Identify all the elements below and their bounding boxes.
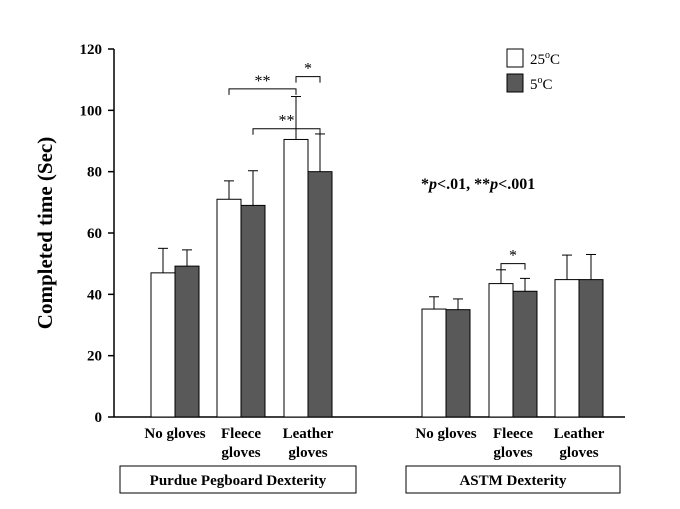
bar-warm — [216, 198, 242, 418]
bar-cold — [174, 265, 200, 418]
bar-warm — [554, 279, 580, 418]
legend-swatch — [506, 73, 524, 93]
group-label-box — [119, 465, 357, 494]
category-label: gloves — [493, 445, 532, 461]
group-label-box — [405, 465, 621, 494]
category-label: No gloves — [144, 426, 205, 442]
y-tick-label: 40 — [87, 287, 102, 303]
y-tick-label: 120 — [80, 42, 103, 58]
legend-label: 5oC — [530, 75, 553, 93]
category-label: gloves — [221, 445, 260, 461]
significance-marker: * — [509, 248, 517, 265]
significance-marker: * — [304, 61, 312, 78]
bar-cold — [307, 171, 333, 418]
legend-label: 25oC — [530, 50, 560, 68]
significance-marker: ** — [279, 113, 295, 130]
category-label: Fleece — [221, 426, 261, 442]
significance-bracket — [252, 128, 321, 135]
bar-cold — [445, 309, 471, 418]
significance-bracket — [228, 88, 297, 95]
significance-note: *p<.01, **p<.001 — [421, 176, 535, 193]
axes: 0 20 40 60 80 100 120 Completed time (Sec) — [33, 42, 625, 426]
significance-bracket — [295, 76, 321, 83]
category-label: Leather — [554, 426, 605, 442]
bar-cold — [512, 290, 538, 418]
bar-cold — [578, 279, 604, 418]
category-label: gloves — [559, 445, 598, 461]
significance-marker: ** — [255, 73, 271, 90]
y-tick-label: 20 — [87, 349, 102, 365]
y-tick-label: 60 — [87, 226, 102, 242]
category-label: gloves — [288, 445, 327, 461]
bar-cold — [240, 204, 266, 418]
y-axis-title: Completed time (Sec) — [33, 137, 57, 329]
bar-warm — [488, 283, 514, 418]
bar-warm — [283, 138, 309, 418]
y-tick-label: 80 — [87, 165, 102, 181]
bar-warm — [150, 272, 176, 418]
category-label: No gloves — [415, 426, 476, 442]
group-label: Purdue Pegboard Dexterity — [150, 473, 327, 489]
legend: 25oC 5oC — [506, 48, 560, 93]
legend-swatch — [506, 48, 524, 68]
bar-warm — [421, 308, 447, 418]
category-label: Leather — [283, 426, 334, 442]
group-label: ASTM Dexterity — [459, 473, 567, 489]
significance-bracket — [500, 263, 526, 270]
y-tick-label: 0 — [95, 410, 103, 426]
y-tick-label: 100 — [80, 103, 103, 119]
category-label: Fleece — [493, 426, 533, 442]
bars — [150, 96, 604, 418]
labels: No gloves Fleece gloves Leather gloves Purdue… — [119, 61, 621, 494]
